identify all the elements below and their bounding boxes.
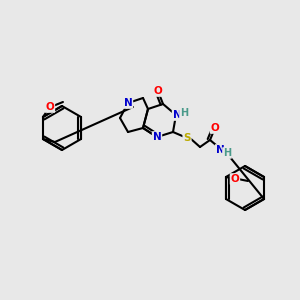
Text: O: O	[211, 123, 219, 133]
Text: N: N	[153, 132, 161, 142]
Text: N: N	[124, 98, 132, 108]
Text: N: N	[172, 110, 182, 120]
Text: H: H	[223, 148, 231, 158]
Text: N: N	[216, 145, 224, 155]
Text: O: O	[154, 86, 162, 96]
Text: H: H	[180, 108, 188, 118]
Text: O: O	[231, 174, 239, 184]
Text: S: S	[183, 133, 191, 143]
Text: O: O	[46, 102, 54, 112]
